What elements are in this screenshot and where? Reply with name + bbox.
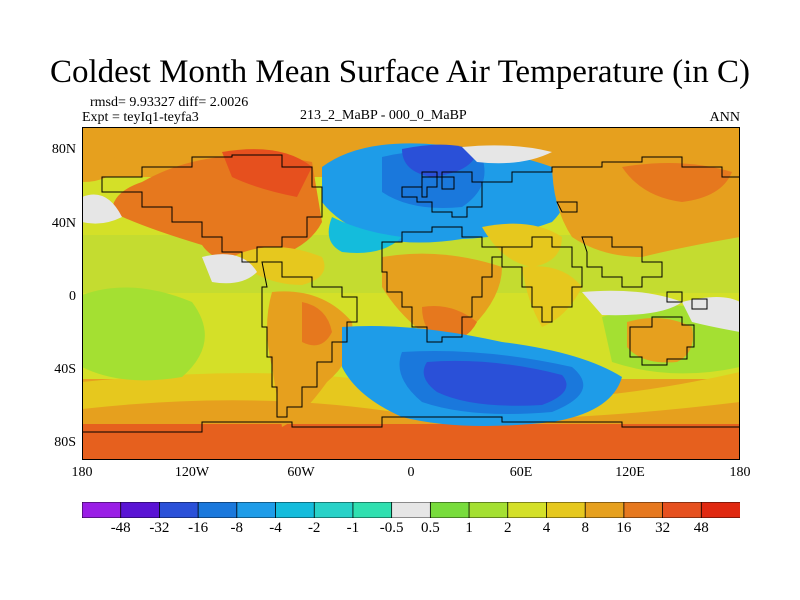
colorbar-label: 0.5 (421, 520, 440, 536)
pacific-west-field (82, 287, 205, 381)
antarctic-band (82, 424, 740, 460)
y-tick-label: 80N (51, 142, 76, 157)
neutral-patch-1 (202, 254, 257, 284)
neutral-patch-3 (682, 297, 740, 332)
y-tick-label: 40S (54, 362, 76, 377)
australia (627, 318, 693, 363)
coastlines (82, 154, 740, 433)
x-tick-label: 60W (287, 465, 315, 480)
y-tick-label: 0 (69, 289, 76, 304)
colorbar-label: -2 (307, 520, 321, 536)
colorbar-label: 8 (581, 520, 589, 536)
season-label: ANN (709, 110, 740, 125)
colorbar-swatch (429, 502, 470, 518)
difference-case-label: 213_2_MaBP - 000_0_MaBP (300, 108, 467, 123)
south-america-core (302, 302, 332, 346)
rmsd-diff-stats: rmsd= 9.93327 diff= 2.0026 (90, 95, 249, 110)
x-tick-label: 0 (407, 465, 415, 480)
colorbar-swatch (159, 502, 200, 518)
colorbar-label: -1 (346, 520, 360, 536)
colorbar-label: -48 (110, 520, 131, 536)
colorbar-swatch (275, 502, 316, 518)
colorbar-swatch (236, 502, 277, 518)
siberia-hot (622, 163, 732, 202)
atlantic-cyan (328, 217, 402, 253)
colorbar-label: 2 (504, 520, 512, 536)
plot-title: Coldest Month Mean Surface Air Temperatu… (50, 54, 750, 90)
colorbar-swatch (584, 502, 625, 518)
colorbar-label: 1 (465, 520, 473, 536)
colorbar-label: 48 (693, 520, 709, 536)
colorbar-swatch (623, 502, 664, 518)
southern-cold-core (423, 360, 567, 406)
colorbar-swatch (507, 502, 548, 518)
neutral-patch-2 (582, 290, 682, 316)
middle-east (482, 223, 562, 267)
colorbar (82, 502, 740, 518)
south-america (267, 291, 353, 427)
x-tick-label: 60E (509, 465, 533, 480)
colorbar-swatch (468, 502, 509, 518)
colorbar-label: -0.5 (379, 520, 404, 536)
neutral-patch-5 (462, 145, 552, 164)
colorbar-label: -16 (188, 520, 209, 536)
greenland-cold-core (402, 144, 477, 177)
central-america (232, 247, 325, 285)
colorbar-swatch (352, 502, 393, 518)
colorbar-swatch (662, 502, 703, 518)
colorbar-swatch (700, 502, 740, 518)
colorbar-label: -32 (149, 520, 170, 536)
colorbar-swatch (313, 502, 354, 518)
colorbar-swatch (546, 502, 587, 518)
colorbar-label: 16 (616, 520, 632, 536)
colorbar-swatch (197, 502, 238, 518)
x-tick-label: 120W (174, 465, 210, 480)
x-tick-label: 180 (71, 465, 93, 480)
colorbar-label: -4 (269, 520, 282, 536)
x-tick-label: 120E (615, 465, 645, 480)
colorbar-label: 4 (542, 520, 551, 536)
colorbar-swatch (391, 502, 432, 518)
far-east-edge (82, 153, 122, 182)
map-frame (82, 127, 740, 460)
y-tick-label: 80S (54, 435, 76, 450)
experiment-label: Expt = teyIq1-teyfa3 (82, 110, 199, 125)
temperature-map (82, 127, 740, 460)
north-america-hot (222, 149, 312, 197)
x-tick-label: 180 (729, 465, 751, 480)
colorbar-label: -8 (230, 520, 244, 536)
india (522, 266, 582, 327)
neutral-patch-4 (82, 194, 122, 224)
colorbar-swatch (82, 502, 122, 518)
colorbar-swatch (120, 502, 161, 518)
y-tick-label: 40N (51, 216, 76, 231)
colorbar-label: 32 (655, 520, 671, 536)
